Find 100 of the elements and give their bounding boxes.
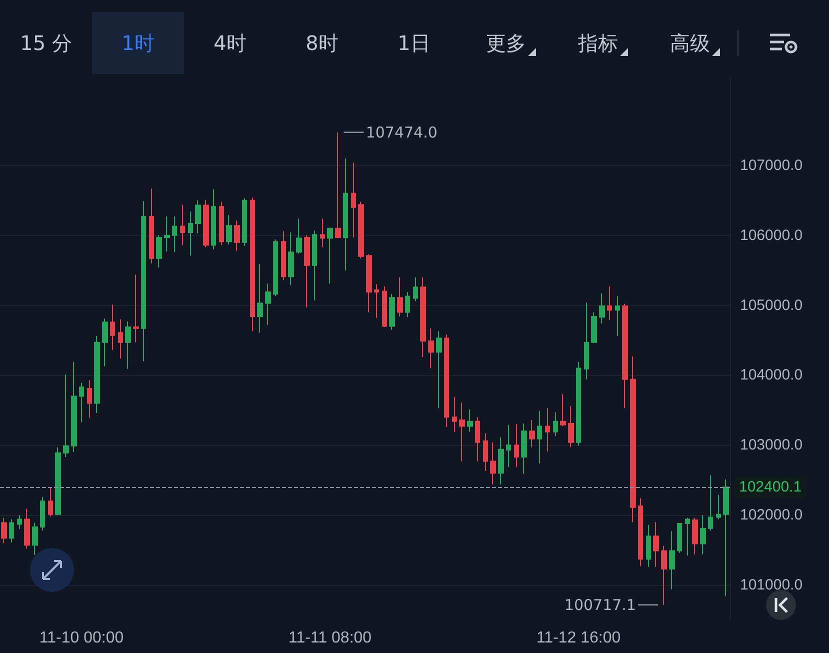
candlestick	[591, 312, 597, 344]
candlestick	[467, 408, 473, 432]
candlestick	[366, 254, 372, 313]
candlestick	[242, 198, 247, 246]
candlestick	[265, 283, 271, 326]
candlestick	[576, 361, 581, 446]
candlestick	[40, 496, 45, 531]
candlestick	[296, 218, 302, 254]
candlestick	[48, 487, 53, 517]
candlestick	[281, 230, 286, 281]
candlestick	[180, 204, 185, 246]
y-tick-label: 101000.0	[740, 576, 803, 594]
candlestick	[226, 214, 232, 245]
x-tick-label: 11-11 08:00	[288, 630, 372, 646]
x-tick-label: 11-10 00:00	[39, 630, 124, 646]
candlestick	[428, 328, 434, 369]
candlestick	[133, 274, 139, 343]
candlestick	[475, 416, 480, 462]
text: 8时	[304, 30, 340, 57]
candlestick	[630, 356, 636, 523]
candlestick	[607, 286, 612, 320]
candlestick	[195, 200, 201, 234]
candlestick	[71, 361, 77, 453]
candlestick	[304, 234, 310, 308]
candlestick	[149, 188, 154, 264]
y-tick-label: 105000.0	[740, 296, 803, 314]
candlestick	[55, 446, 61, 516]
candlestick	[490, 442, 496, 485]
candlestick	[545, 408, 550, 452]
text: 4时	[212, 30, 248, 57]
candlestick	[102, 318, 108, 367]
candlestick	[452, 396, 457, 432]
candlestick	[343, 158, 348, 271]
candlestick	[560, 394, 566, 427]
candlestick	[653, 522, 659, 568]
candlestick	[211, 188, 216, 250]
candlestick	[498, 436, 504, 485]
candlestick	[1, 517, 7, 544]
candlestick	[692, 517, 698, 555]
y-tick-label: 107000.0	[740, 156, 803, 174]
candlestick	[669, 530, 675, 590]
candlestick	[584, 302, 589, 380]
candlestick	[141, 200, 146, 362]
candlestick	[110, 304, 115, 351]
candlestick	[234, 220, 240, 252]
candlestick	[537, 410, 542, 464]
candlestick	[94, 336, 100, 414]
candlestick	[17, 514, 22, 530]
candlestick	[156, 234, 162, 268]
candlestick	[351, 162, 356, 238]
candlestick	[219, 201, 224, 246]
candlestick	[327, 227, 333, 284]
candlestick	[9, 518, 14, 543]
candlestick	[661, 545, 667, 606]
text: 高级	[669, 30, 711, 57]
candlestick	[382, 286, 387, 328]
candlestick	[389, 294, 395, 330]
candlestick	[436, 330, 442, 409]
candlestick	[118, 318, 123, 359]
candlestick	[599, 292, 605, 324]
x-tick-label: 11-12 16:00	[536, 630, 621, 646]
candlestick	[125, 320, 131, 370]
candlestick	[459, 402, 465, 462]
candlestick	[320, 218, 325, 248]
candlestick	[312, 230, 317, 301]
ref-line-label: 102400.1	[739, 478, 802, 496]
text: 更多	[485, 30, 527, 57]
candlestick	[420, 276, 426, 358]
candlestick	[529, 419, 535, 448]
candlestick	[164, 216, 170, 252]
candlestick	[32, 522, 38, 556]
candlestick	[444, 334, 449, 428]
text: 1日	[396, 30, 432, 57]
candlestick	[723, 478, 729, 597]
y-tick-label: 102000.0	[740, 506, 803, 524]
candlestick	[374, 284, 379, 318]
candlestick	[79, 382, 84, 423]
text: 15 分	[19, 30, 73, 57]
candlestick	[87, 380, 92, 418]
candlestick	[397, 276, 403, 317]
candlestick	[63, 374, 69, 458]
candlestick	[335, 132, 341, 239]
candlestick	[203, 199, 209, 248]
candlestick	[413, 276, 418, 302]
candlestick	[677, 522, 682, 554]
candlestick	[273, 239, 278, 297]
candlestick	[405, 292, 410, 318]
candlestick	[250, 197, 255, 332]
candlestick	[646, 524, 651, 568]
text: 指标	[577, 30, 619, 57]
candlestick	[685, 517, 690, 556]
annotation: 107474.0	[366, 123, 438, 142]
candlestick	[506, 424, 511, 468]
candlestick	[708, 474, 713, 531]
candlestick	[622, 303, 628, 409]
y-tick-label: 106000.0	[740, 226, 803, 244]
annotation: 100717.1	[564, 596, 636, 614]
candlestick	[568, 405, 574, 448]
candlestick	[483, 432, 488, 472]
candlestick	[615, 296, 620, 337]
